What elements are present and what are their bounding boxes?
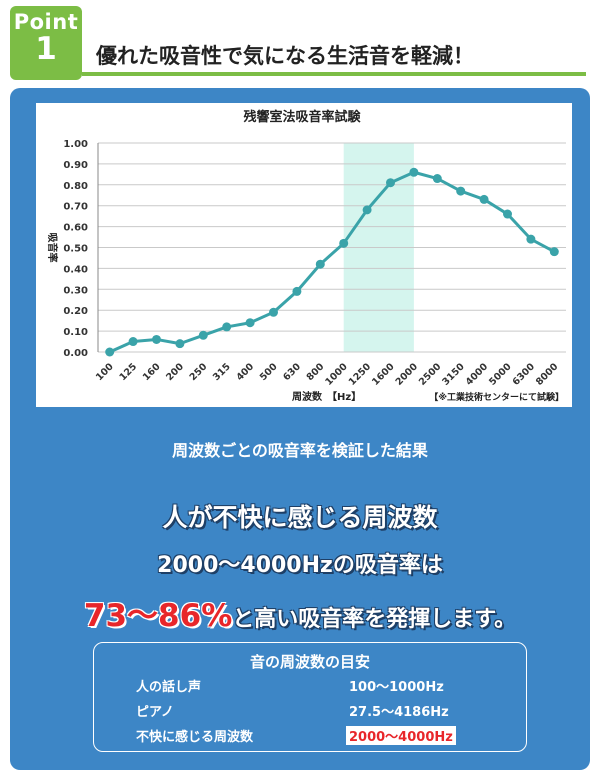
y-tick-label: 0.80 [63, 181, 88, 192]
headline-line-3-text: と高い吸音率を発揮します。 [232, 607, 517, 632]
guide-value-highlight: 2000〜4000Hz [346, 726, 456, 745]
guide-value: 27.5〜4186Hz [349, 705, 449, 720]
guide-title: 音の周波数の目安 [249, 653, 370, 671]
data-point [292, 286, 302, 296]
point-word: Point [13, 10, 79, 34]
guide-row-piano: ピアノ 27.5〜4186Hz [94, 701, 526, 721]
data-point [269, 307, 278, 317]
data-point [503, 209, 512, 219]
chart-note: 【※工業技術センターにて試験】 [429, 391, 564, 403]
y-tick-label: 0.60 [63, 223, 88, 234]
y-tick-label: 0.50 [63, 244, 88, 255]
chart-svg: 0.00 0.10 0.20 0.30 0.40 0.50 0.60 0.70 0.80 0.90… [46, 109, 566, 403]
headline-line-3: 73〜86%と高い吸音率を発揮します。 [0, 590, 600, 635]
data-point [479, 194, 489, 204]
data-point [386, 178, 395, 188]
guide-label: 人の話し声 [136, 680, 202, 695]
x-tick-label: 6300 [511, 361, 538, 388]
data-point [128, 337, 138, 347]
x-tick-label: 500 [258, 361, 280, 383]
y-tick-label: 0.20 [63, 306, 88, 317]
x-tick-label: 2500 [417, 361, 444, 388]
headline-line-2: 2000〜4000Hzの吸音率は [157, 553, 443, 578]
y-tick-label: 0.10 [63, 327, 88, 338]
x-tick-label: 400 [234, 361, 256, 383]
guide-label: ピアノ [136, 705, 174, 720]
x-tick-label: 5000 [487, 361, 514, 388]
data-point [456, 186, 466, 196]
data-point [315, 259, 325, 269]
x-tick-label: 1250 [347, 361, 374, 388]
y-tick-label: 0.30 [63, 285, 88, 296]
x-tick-label: 315 [211, 361, 233, 383]
headline-line-1: 人が不快に感じる周波数 [162, 503, 438, 532]
x-tick-label: 3150 [440, 361, 467, 388]
data-point [432, 174, 442, 184]
x-tick-label: 630 [281, 361, 303, 383]
x-tick-label: 4000 [464, 361, 491, 388]
y-tick-label: 0.90 [63, 160, 88, 171]
data-point [526, 234, 536, 244]
chart-caption: 周波数ごとの吸音率を検証した結果 [172, 441, 428, 460]
guide-row-unpleasant: 不快に感じる周波数 2000〜4000Hz [94, 726, 526, 746]
data-point [105, 347, 115, 357]
data-point [362, 205, 372, 215]
data-point [409, 167, 419, 177]
data-point [175, 339, 185, 349]
data-point [222, 322, 232, 332]
point-badge: Point 1 [10, 6, 82, 80]
point-number: 1 [35, 31, 57, 67]
x-tick-label: 2000 [394, 361, 421, 388]
y-tick-label: 0.70 [63, 202, 88, 213]
y-tick-label: 1.00 [63, 139, 88, 150]
header: Point 1 優れた吸音性で気になる生活音を軽減！ [0, 0, 600, 86]
absorption-chart: 0.00 0.10 0.20 0.30 0.40 0.50 0.60 0.70 0.80 0.90… [36, 103, 572, 407]
x-tick-label: 125 [117, 361, 139, 383]
x-tick-label: 8000 [534, 361, 561, 388]
x-axis-label: 周波数 【Hz】 [292, 390, 361, 403]
title-underline [82, 72, 586, 76]
y-axis-label: 吸音率 [46, 233, 59, 263]
data-point [152, 334, 161, 344]
x-tick-label: 1600 [370, 361, 397, 388]
chart-title: 残響室法吸音率試験 [243, 109, 361, 125]
x-tick-label: 250 [188, 361, 210, 383]
frequency-guide-box: 音の周波数の目安 人の話し声 100〜1000Hz ピアノ 27.5〜4186H… [93, 642, 527, 752]
data-point [245, 318, 255, 328]
y-tick-label: 0.00 [63, 348, 88, 359]
x-tick-label: 160 [141, 361, 163, 383]
data-point [339, 238, 349, 248]
guide-value: 100〜1000Hz [349, 680, 444, 695]
x-tick-label: 200 [164, 361, 186, 383]
y-tick-label: 0.40 [63, 264, 88, 275]
guide-row-voice: 人の話し声 100〜1000Hz [94, 676, 526, 696]
data-point [549, 247, 559, 257]
guide-label: 不快に感じる周波数 [136, 730, 254, 745]
data-point [198, 330, 208, 340]
section-title: 優れた吸音性で気になる生活音を軽減！ [96, 44, 474, 68]
x-tick-label: 1000 [323, 361, 350, 388]
x-tick-label: 100 [94, 361, 116, 383]
absorption-range: 73〜86% [83, 598, 233, 634]
